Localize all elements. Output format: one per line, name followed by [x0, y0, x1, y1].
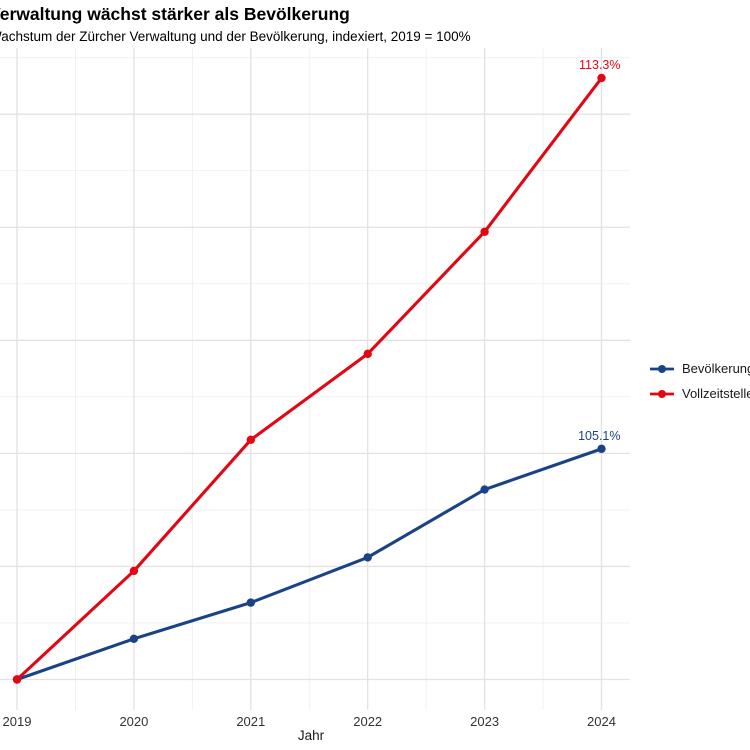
chart-legend: Bevölkerung Vollzeitstellen Verwaltung: [649, 356, 750, 406]
x-tick-label: 2021: [236, 714, 265, 729]
legend-item: Bevölkerung: [649, 356, 750, 381]
legend-label: Vollzeitstellen Verwaltung: [682, 386, 750, 401]
x-axis-title: Jahr: [298, 728, 325, 743]
chart-title: Verwaltung wächst stärker als Bevölkerun…: [0, 4, 350, 24]
data-point: [480, 227, 489, 236]
x-tick-label: 2022: [353, 714, 382, 729]
series-line: [15, 76, 604, 682]
legend-label: Bevölkerung: [682, 361, 750, 376]
x-tick-label: 2020: [119, 714, 148, 729]
data-point: [597, 73, 606, 83]
series-end-label: 105.1%: [578, 429, 620, 443]
data-point: [12, 675, 22, 684]
data-point: [129, 566, 139, 576]
x-tick-label: 2023: [470, 714, 499, 729]
legend-key-icon: [650, 389, 674, 398]
data-point: [363, 553, 372, 562]
data-point: [363, 349, 372, 359]
data-point: [597, 444, 606, 454]
x-tick-label: 2019: [3, 714, 32, 729]
series-end-label: 113.3%: [579, 58, 620, 72]
legend-key-icon: [650, 364, 674, 373]
chart-subtitle: Wachstum der Zürcher Verwaltung und der …: [0, 29, 471, 44]
data-point: [246, 435, 255, 445]
x-tick-label: 2024: [587, 714, 616, 729]
data-point: [129, 634, 139, 643]
legend-item: Vollzeitstellen Verwaltung: [649, 381, 750, 406]
data-point: [480, 485, 489, 494]
series-line: [15, 447, 604, 682]
data-point: [246, 598, 255, 607]
